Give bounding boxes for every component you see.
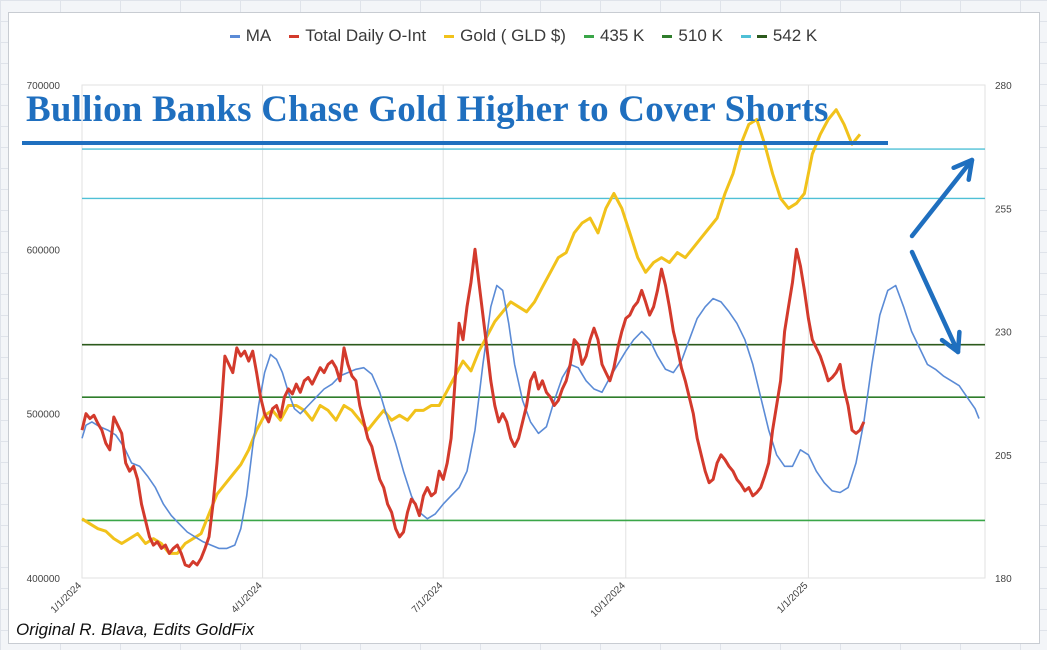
legend-label-gold: Gold ( GLD $): [460, 26, 566, 45]
legend-swatch-ma: [229, 34, 240, 38]
up-arrow-shaft: [909, 157, 975, 239]
x-tick-label-4: 1/1/2025: [775, 580, 811, 616]
legend-swatch-gold: [444, 34, 455, 38]
right-tick-label-2: 230: [995, 328, 1012, 339]
legend-item-open-interest: Total Daily O-Int: [289, 26, 426, 46]
legend-label-510k: 510 K: [678, 26, 723, 45]
legend-item-gold: Gold ( GLD $): [444, 26, 566, 46]
legend-label-ma: MA: [245, 26, 272, 45]
left-tick-label-0: 400000: [27, 574, 61, 585]
x-tick-label-0: 1/1/2024: [49, 580, 85, 616]
legend-item-542k: 542 K: [740, 26, 818, 46]
x-tick-label-2: 7/1/2024: [410, 580, 446, 616]
x-tick-label-1: 4/1/2024: [229, 580, 265, 616]
right-tick-label-0: 180: [995, 574, 1012, 585]
legend-swatch-510k: [662, 34, 673, 38]
right-tick-label-4: 280: [995, 81, 1012, 92]
left-tick-label-3: 700000: [27, 81, 61, 92]
up-arrow-head: [951, 157, 975, 182]
right-tick-label-3: 255: [995, 204, 1012, 215]
legend-label-435k: 435 K: [599, 26, 645, 45]
legend-item-ma: MA: [229, 26, 272, 46]
headline-underline: [22, 141, 888, 145]
legend-item-510k: 510 K: [662, 26, 723, 46]
chart-headline: Bullion Banks Chase Gold Higher to Cover…: [26, 89, 829, 130]
legend-swatch-open-interest: [289, 34, 300, 38]
chart-credit: Original R. Blava, Edits GoldFix: [16, 620, 255, 639]
left-tick-label-2: 600000: [27, 245, 61, 256]
legend-swatch-435k: [583, 34, 594, 38]
x-tick-label-3: 10/1/2024: [589, 580, 629, 620]
plot-area: [81, 84, 986, 579]
left-tick-label-1: 500000: [27, 410, 61, 421]
legend-swatch-542k-dark: [756, 34, 767, 38]
series-line-open-interest: [80, 247, 866, 568]
chart-card: [8, 12, 1040, 644]
legend: MA Total Daily O-Int Gold ( GLD $) 435 K…: [0, 26, 1047, 46]
legend-label-542k: 542 K: [772, 26, 818, 45]
legend-item-435k: 435 K: [583, 26, 645, 46]
legend-swatch-542k-light: [740, 34, 751, 38]
series-line-ma: [81, 284, 980, 550]
right-tick-label-1: 205: [995, 451, 1012, 462]
down-arrow-shaft: [909, 249, 961, 355]
down-arrow-head: [939, 329, 962, 355]
legend-label-open-interest: Total Daily O-Int: [305, 26, 427, 45]
